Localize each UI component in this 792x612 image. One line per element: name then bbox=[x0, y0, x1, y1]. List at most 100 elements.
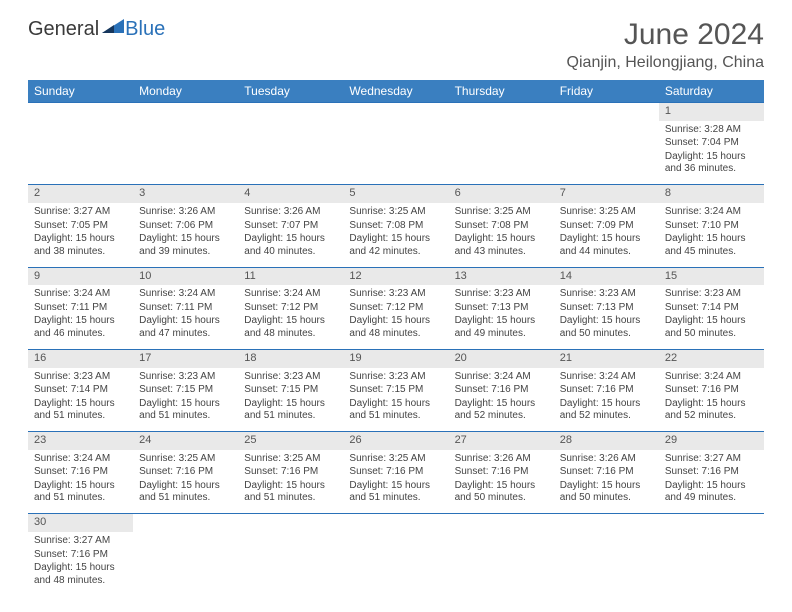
weekday-header: Friday bbox=[554, 80, 659, 103]
sunset-text: Sunset: 7:16 PM bbox=[455, 384, 548, 397]
day-detail-cell: Sunrise: 3:25 AMSunset: 7:08 PMDaylight:… bbox=[449, 203, 554, 267]
day-number-cell: 2 bbox=[28, 185, 133, 203]
day-detail-cell bbox=[554, 532, 659, 596]
day-number-row: 1 bbox=[28, 103, 764, 121]
day-detail-row: Sunrise: 3:23 AM Sunset: 7:14 PM Daylight:… bbox=[28, 368, 764, 432]
sunset-text: Sunset: 7:08 PM bbox=[455, 220, 548, 233]
daylight-text: Daylight: 15 hours and 38 minutes. bbox=[34, 233, 127, 258]
day-detail-cell: Sunrise: 3:23 AMSunset: 7:15 PMDaylight:… bbox=[133, 368, 238, 432]
weekday-header: Tuesday bbox=[238, 80, 343, 103]
calendar-table: SundayMondayTuesdayWednesdayThursdayFrid… bbox=[28, 80, 764, 596]
sunset-text: Sunset: 7:05 PM bbox=[34, 220, 127, 233]
calendar-body: 1 Sunrise: 3:28 AMSunset: 7:04 PMDayligh… bbox=[28, 103, 764, 597]
sunset-text: Sunset: 7:15 PM bbox=[349, 384, 442, 397]
sunrise-text: Sunrise: 3:23 AM bbox=[560, 288, 653, 301]
day-number-cell: 13 bbox=[449, 267, 554, 285]
daylight-text: Daylight: 15 hours and 48 minutes. bbox=[244, 315, 337, 340]
daylight-text: Daylight: 15 hours and 43 minutes. bbox=[455, 233, 548, 258]
daylight-text: Daylight: 15 hours and 50 minutes. bbox=[665, 315, 758, 340]
day-detail-row: Sunrise: 3:28 AMSunset: 7:04 PMDaylight:… bbox=[28, 121, 764, 185]
day-number-cell bbox=[133, 514, 238, 532]
day-detail-cell: Sunrise: 3:25 AMSunset: 7:16 PMDaylight:… bbox=[133, 450, 238, 514]
sunrise-text: Sunrise: 3:24 AM bbox=[244, 288, 337, 301]
sunset-text: Sunset: 7:16 PM bbox=[455, 466, 548, 479]
day-number-cell bbox=[343, 514, 448, 532]
day-detail-cell bbox=[238, 532, 343, 596]
weekday-header: Sunday bbox=[28, 80, 133, 103]
daylight-text: Daylight: 15 hours and 51 minutes. bbox=[244, 480, 337, 505]
day-number-cell: 11 bbox=[238, 267, 343, 285]
day-detail-cell bbox=[449, 121, 554, 185]
weekday-header: Saturday bbox=[659, 80, 764, 103]
day-number-cell bbox=[659, 514, 764, 532]
daylight-text: Daylight: 15 hours and 44 minutes. bbox=[560, 233, 653, 258]
day-number-cell bbox=[133, 103, 238, 121]
day-detail-cell: Sunrise: 3:27 AMSunset: 7:16 PMDaylight:… bbox=[659, 450, 764, 514]
header: General Blue June 2024 Qianjin, Heilongj… bbox=[28, 18, 764, 72]
day-number-cell: 1 bbox=[659, 103, 764, 121]
sunrise-text: Sunrise: 3:25 AM bbox=[349, 453, 442, 466]
day-detail-cell: Sunrise: 3:26 AMSunset: 7:06 PMDaylight:… bbox=[133, 203, 238, 267]
weekday-header: Thursday bbox=[449, 80, 554, 103]
day-detail-cell: Sunrise: 3:25 AMSunset: 7:09 PMDaylight:… bbox=[554, 203, 659, 267]
sunrise-text: Sunrise: 3:24 AM bbox=[139, 288, 232, 301]
day-number-cell: 7 bbox=[554, 185, 659, 203]
day-number-cell: 12 bbox=[343, 267, 448, 285]
sunrise-text: Sunrise: 3:27 AM bbox=[34, 206, 127, 219]
day-number-cell: 22 bbox=[659, 349, 764, 367]
daylight-text: Daylight: 15 hours and 52 minutes. bbox=[665, 398, 758, 423]
day-number-row: 16171819202122 bbox=[28, 349, 764, 367]
sunrise-text: Sunrise: 3:26 AM bbox=[560, 453, 653, 466]
day-number-cell: 10 bbox=[133, 267, 238, 285]
day-detail-row: Sunrise: 3:24 AMSunset: 7:16 PMDaylight:… bbox=[28, 450, 764, 514]
day-detail-cell: Sunrise: 3:26 AMSunset: 7:16 PMDaylight:… bbox=[449, 450, 554, 514]
day-number-cell: 17 bbox=[133, 349, 238, 367]
sunrise-text: Sunrise: 3:26 AM bbox=[139, 206, 232, 219]
day-detail-cell: Sunrise: 3:24 AMSunset: 7:16 PMDaylight:… bbox=[449, 368, 554, 432]
daylight-text: Daylight: 15 hours and 47 minutes. bbox=[139, 315, 232, 340]
day-detail-cell: Sunrise: 3:24 AMSunset: 7:11 PMDaylight:… bbox=[133, 285, 238, 349]
sunrise-text: Sunrise: 3:23 AM bbox=[349, 288, 442, 301]
logo-text-general: General bbox=[28, 18, 99, 41]
daylight-text: Daylight: 15 hours and 51 minutes. bbox=[349, 398, 442, 423]
daylight-text: Daylight: 15 hours and 50 minutes. bbox=[560, 480, 653, 505]
weekday-header-row: SundayMondayTuesdayWednesdayThursdayFrid… bbox=[28, 80, 764, 103]
day-number-cell: 8 bbox=[659, 185, 764, 203]
day-number-cell: 15 bbox=[659, 267, 764, 285]
day-number-cell: 6 bbox=[449, 185, 554, 203]
day-detail-cell: Sunrise: 3:23 AMSunset: 7:14 PMDaylight:… bbox=[659, 285, 764, 349]
daylight-text: Daylight: 15 hours and 51 minutes. bbox=[139, 398, 232, 423]
day-detail-cell bbox=[238, 121, 343, 185]
sunset-text: Sunset: 7:16 PM bbox=[560, 384, 653, 397]
day-detail-cell: Sunrise: 3:25 AMSunset: 7:16 PMDaylight:… bbox=[238, 450, 343, 514]
daylight-text: Daylight: 15 hours and 50 minutes. bbox=[455, 480, 548, 505]
sunset-text: Sunset: 7:16 PM bbox=[244, 466, 337, 479]
sunrise-text: Sunrise: 3:24 AM bbox=[34, 288, 127, 301]
sunrise-text: Sunrise: 3:23 AM bbox=[349, 371, 442, 384]
weekday-header: Monday bbox=[133, 80, 238, 103]
day-detail-cell: Sunrise: 3:24 AMSunset: 7:16 PMDaylight:… bbox=[554, 368, 659, 432]
day-detail-cell: Sunrise: 3:24 AMSunset: 7:16 PMDaylight:… bbox=[28, 450, 133, 514]
sunset-text: Sunset: 7:14 PM bbox=[34, 384, 127, 397]
sunrise-text: Sunrise: 3:24 AM bbox=[455, 371, 548, 384]
sunrise-text: Sunrise: 3:24 AM bbox=[665, 206, 758, 219]
daylight-text: Daylight: 15 hours and 45 minutes. bbox=[665, 233, 758, 258]
sunrise-text: Sunrise: 3:25 AM bbox=[349, 206, 442, 219]
day-detail-cell: Sunrise: 3:25 AMSunset: 7:08 PMDaylight:… bbox=[343, 203, 448, 267]
title-block: June 2024 Qianjin, Heilongjiang, China bbox=[567, 18, 764, 72]
day-detail-row: Sunrise: 3:27 AMSunset: 7:16 PMDaylight:… bbox=[28, 532, 764, 596]
sunset-text: Sunset: 7:11 PM bbox=[34, 302, 127, 315]
day-number-cell: 25 bbox=[238, 432, 343, 450]
logo-text-blue: Blue bbox=[125, 18, 165, 41]
sunrise-text: Sunrise: 3:26 AM bbox=[244, 206, 337, 219]
sunset-text: Sunset: 7:04 PM bbox=[665, 137, 758, 150]
day-detail-cell: Sunrise: 3:23 AMSunset: 7:12 PMDaylight:… bbox=[343, 285, 448, 349]
sunset-text: Sunset: 7:16 PM bbox=[665, 384, 758, 397]
sunrise-text: Sunrise: 3:27 AM bbox=[34, 535, 127, 548]
day-number-cell: 27 bbox=[449, 432, 554, 450]
weekday-header: Wednesday bbox=[343, 80, 448, 103]
location-text: Qianjin, Heilongjiang, China bbox=[567, 54, 764, 72]
day-number-cell bbox=[554, 514, 659, 532]
day-number-cell bbox=[238, 103, 343, 121]
day-detail-cell: Sunrise: 3:23 AMSunset: 7:13 PMDaylight:… bbox=[449, 285, 554, 349]
